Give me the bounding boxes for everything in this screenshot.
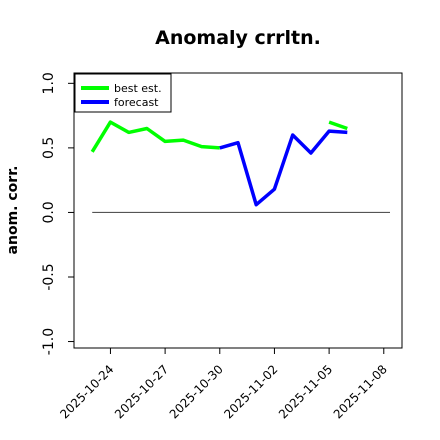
y-tick-label: 0.0: [41, 201, 57, 223]
series-line-forecast: [219, 129, 348, 207]
y-tick-label: 0.5: [41, 137, 57, 159]
x-tick-label: 2025-10-27: [112, 362, 171, 421]
series-group: [90, 120, 348, 207]
y-axis-label: anom. corr.: [5, 166, 21, 255]
plot-area-frame: [73, 72, 403, 349]
chart-title: Anomaly crrltn.: [155, 27, 321, 49]
x-tick-label: 2025-10-24: [57, 362, 116, 421]
x-tick-label: 2025-11-08: [331, 362, 390, 421]
legend-box: [74, 73, 172, 113]
y-axis: -1.0 -0.5 0.0 0.5 1.0: [41, 72, 74, 355]
legend-label: best est.: [114, 82, 162, 95]
legend-label: forecast: [114, 96, 159, 109]
series-line-segment-2: [328, 120, 348, 131]
legend: best est.forecast: [74, 73, 172, 113]
y-tick-label: 1.0: [41, 72, 57, 94]
series-line-best-est: [90, 120, 220, 153]
x-tick-label: 2025-11-02: [221, 362, 280, 421]
x-axis: 2025-10-242025-10-272025-10-302025-11-02…: [57, 348, 390, 421]
y-tick-label: -0.5: [41, 263, 57, 290]
x-tick-label: 2025-11-05: [276, 362, 335, 421]
y-tick-label: -1.0: [41, 328, 57, 355]
x-tick-label: 2025-10-30: [167, 362, 226, 421]
